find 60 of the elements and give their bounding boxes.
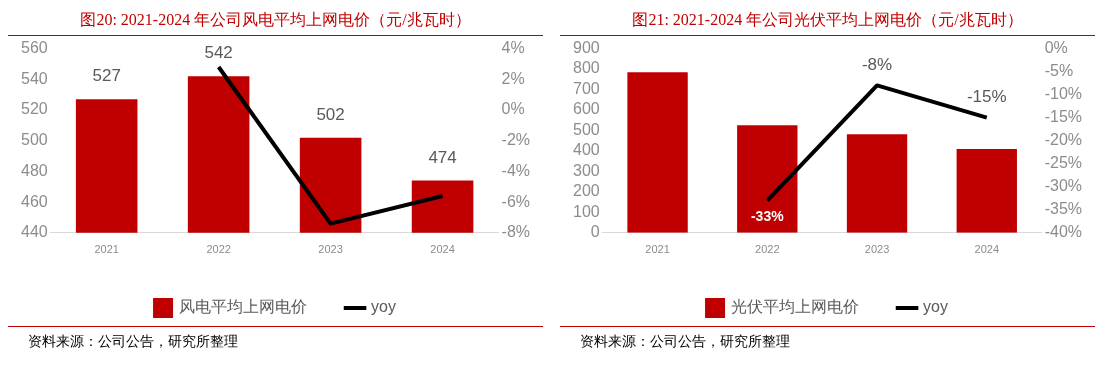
y-tick-label: 200 bbox=[572, 182, 600, 200]
x-tick-label: 2024 bbox=[974, 243, 1000, 256]
y2-tick-label: -6% bbox=[501, 192, 530, 210]
y2-tick-label: -15% bbox=[1044, 108, 1083, 126]
legend-label: 光伏平均上网电价 bbox=[731, 298, 860, 316]
y2-tick-label: -20% bbox=[1044, 131, 1083, 149]
y-tick-label: 900 bbox=[572, 39, 600, 57]
y2-tick-label: -8% bbox=[501, 223, 530, 241]
y-tick-label: 560 bbox=[20, 39, 48, 57]
data-label: -33% bbox=[750, 208, 785, 225]
y2-tick-label: -40% bbox=[1044, 223, 1083, 241]
y2-tick-label: -10% bbox=[1044, 85, 1083, 103]
legend-label: yoy bbox=[923, 298, 948, 316]
x-tick-label: 2022 bbox=[755, 243, 780, 256]
x-tick-label: 2024 bbox=[430, 243, 455, 256]
y2-tick-label: 2% bbox=[501, 69, 525, 87]
y-tick-label: 700 bbox=[572, 79, 600, 97]
x-tick-label: 2023 bbox=[318, 243, 343, 256]
y2-tick-label: 0% bbox=[1044, 39, 1068, 57]
legend-label: yoy bbox=[371, 298, 396, 316]
data-label: -8% bbox=[861, 54, 893, 74]
y-tick-label: 460 bbox=[20, 192, 48, 210]
data-label: 502 bbox=[316, 104, 345, 124]
y-tick-label: 0 bbox=[590, 223, 600, 241]
legend-label: 风电平均上网电价 bbox=[179, 298, 308, 316]
text: 资料来源：公司公告，研究所整理 bbox=[560, 326, 1095, 351]
data-label: -15% bbox=[966, 86, 1007, 106]
chart-title: 图20: 2021-2024 年公司风电平均上网电价（元/兆瓦时） bbox=[8, 8, 543, 36]
x-tick-label: 2022 bbox=[206, 243, 231, 256]
y2-tick-label: -5% bbox=[1044, 62, 1074, 80]
text: 资料来源：公司公告，研究所整理 bbox=[8, 326, 543, 351]
y2-tick-label: -35% bbox=[1044, 200, 1083, 218]
y-tick-label: 500 bbox=[572, 120, 600, 138]
y2-tick-label: -30% bbox=[1044, 177, 1083, 195]
y-tick-label: 300 bbox=[572, 161, 600, 179]
x-tick-label: 2021 bbox=[94, 243, 119, 256]
y-tick-label: 500 bbox=[20, 131, 48, 149]
y-tick-label: 520 bbox=[20, 100, 48, 118]
data-label: 542 bbox=[204, 43, 233, 63]
y-tick-label: 440 bbox=[20, 223, 48, 241]
y2-tick-label: -25% bbox=[1044, 154, 1083, 172]
y-tick-label: 400 bbox=[572, 141, 600, 159]
y-tick-label: 480 bbox=[20, 161, 48, 179]
bar bbox=[737, 125, 798, 233]
data-label: 474 bbox=[428, 147, 457, 167]
y2-tick-label: -4% bbox=[501, 161, 530, 179]
y2-tick-label: 0% bbox=[501, 100, 525, 118]
bar bbox=[846, 134, 908, 233]
x-tick-label: 2023 bbox=[864, 243, 890, 256]
y-tick-label: 100 bbox=[572, 202, 600, 220]
y2-tick-label: -2% bbox=[501, 131, 530, 149]
chart-title: 图21: 2021-2024 年公司光伏平均上网电价（元/兆瓦时） bbox=[560, 8, 1095, 36]
bar bbox=[627, 72, 688, 233]
y-tick-label: 540 bbox=[20, 69, 48, 87]
y-tick-label: 800 bbox=[572, 59, 600, 77]
x-tick-label: 2021 bbox=[645, 243, 670, 256]
bar bbox=[956, 148, 1017, 233]
data-label: 527 bbox=[92, 66, 121, 86]
y2-tick-label: 4% bbox=[501, 39, 525, 57]
y-tick-label: 600 bbox=[572, 100, 600, 118]
